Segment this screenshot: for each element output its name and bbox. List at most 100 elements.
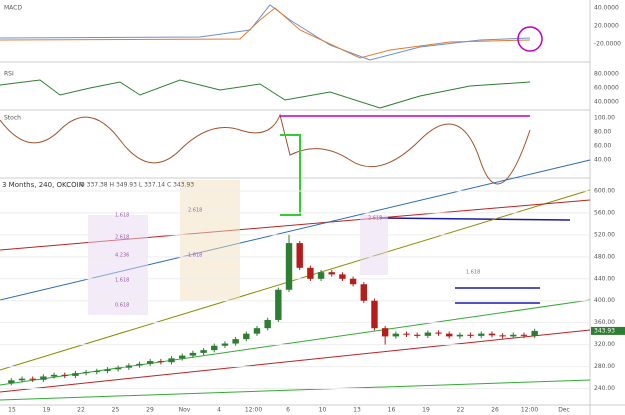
candle-body (114, 367, 122, 370)
candle-body (467, 334, 474, 336)
fib-label: 2.618 (188, 208, 202, 214)
x-tick-label: 4 (217, 407, 221, 414)
candle-body (381, 328, 389, 337)
chart-title: 3 Months, 240, OKCOIN (2, 181, 84, 189)
candle-body (339, 274, 346, 279)
candle-body (146, 361, 154, 364)
candle-body (40, 376, 47, 380)
candle-body (499, 335, 506, 337)
y-tick-label: 360.00 (594, 319, 615, 326)
candle-body (285, 243, 293, 290)
candle-body (478, 333, 485, 336)
candle-body (360, 284, 367, 301)
fib-label: 4.236 (115, 253, 129, 259)
candle-body (296, 243, 303, 268)
x-tick-label: 10 (319, 407, 327, 414)
y-tick-label: 280.00 (594, 363, 615, 370)
candle-body (435, 332, 442, 334)
y-tick-label: 400.00 (594, 297, 615, 304)
candle-body (61, 374, 68, 376)
candle-body (446, 333, 453, 337)
candle-body (72, 373, 79, 376)
y-tick-label: 560.00 (594, 209, 615, 216)
panel-tick-label: 20.0000 (594, 23, 619, 30)
x-tick-label: 22 (77, 407, 85, 414)
panel-tick-label: 80.0000 (594, 71, 619, 78)
fib-label: 1.618 (115, 278, 129, 284)
candle-body (232, 339, 239, 344)
x-tick-label: 26 (491, 407, 499, 414)
panel-tick-label: -20.0000 (594, 41, 621, 48)
candle-body (179, 355, 186, 359)
x-tick-label: Nov (179, 407, 191, 414)
candle-body (531, 330, 538, 336)
x-tick-label: 19 (422, 407, 430, 414)
candle-body (264, 319, 271, 329)
candle-body (307, 267, 314, 279)
panel-label: Stoch (4, 115, 21, 122)
candle-body (243, 333, 250, 340)
x-tick-label: 16 (388, 407, 396, 414)
candle-body (93, 370, 100, 373)
fib-label: 0.618 (115, 303, 129, 309)
y-tick-label: 320.00 (594, 341, 615, 348)
candle-body (200, 350, 207, 353)
candle-body (403, 333, 410, 335)
candle-body (317, 272, 325, 279)
panel-tick-label: 40.0000 (594, 99, 619, 106)
candle-body (253, 328, 261, 334)
fib-label: 1.618 (466, 270, 480, 276)
candle-body (136, 363, 143, 366)
x-tick-label: 15 (8, 407, 16, 414)
panel-tick-label: 40.0000 (594, 5, 619, 12)
y-tick-label: 440.00 (594, 275, 615, 282)
candle-body (189, 352, 197, 356)
candle-body (328, 272, 335, 275)
fib-label: 1.618 (188, 253, 202, 259)
candle-body (424, 332, 432, 336)
x-tick-label: 12:00 (245, 407, 262, 414)
x-tick-label: 12:00 (521, 407, 538, 414)
ohlc-text: O 337.38 H 349.93 L 337.14 C 343.93 (80, 182, 194, 189)
price-box (591, 326, 625, 335)
x-tick-label: 19 (43, 407, 51, 414)
x-tick-label: Dec (558, 407, 570, 414)
fib-label: 2.618 (368, 216, 382, 222)
x-tick-label: 13 (353, 407, 361, 414)
x-tick-label: 6 (286, 407, 290, 414)
candle-body (392, 333, 400, 337)
candle-body (50, 374, 58, 377)
panel-tick-label: 80.00 (594, 129, 611, 136)
fib-label: 1.618 (115, 213, 129, 219)
price-label: 343.93 (594, 327, 615, 334)
candle-body (275, 289, 282, 320)
candle-body (8, 380, 15, 384)
candle-body (488, 333, 496, 336)
candle-body (510, 334, 517, 337)
candle-body (18, 378, 26, 381)
x-tick-label: 22 (457, 407, 465, 414)
indicator-lines (0, 4, 591, 401)
panel-tick-label: 60.00 (594, 143, 611, 150)
panel-label: RSI (4, 71, 14, 78)
candle-body (157, 361, 165, 363)
candle-body (104, 369, 111, 371)
candle-body (29, 378, 36, 380)
panel-tick-label: 60.0000 (594, 85, 619, 92)
panel-tick-label: 40.00 (594, 157, 611, 164)
candle-body (456, 334, 464, 337)
y-tick-label: 480.00 (594, 253, 615, 260)
candle-body (221, 343, 229, 346)
fib-label: 2.618 (115, 235, 129, 241)
candle-body (125, 365, 133, 368)
candle-body (211, 345, 218, 351)
y-tick-label: 600.00 (594, 187, 615, 194)
x-tick-label: 25 (112, 407, 120, 414)
panel-tick-label: 100.00 (594, 115, 615, 122)
candle-body (371, 300, 378, 329)
panel-label: MACD (4, 5, 22, 12)
candle-body (413, 334, 421, 336)
